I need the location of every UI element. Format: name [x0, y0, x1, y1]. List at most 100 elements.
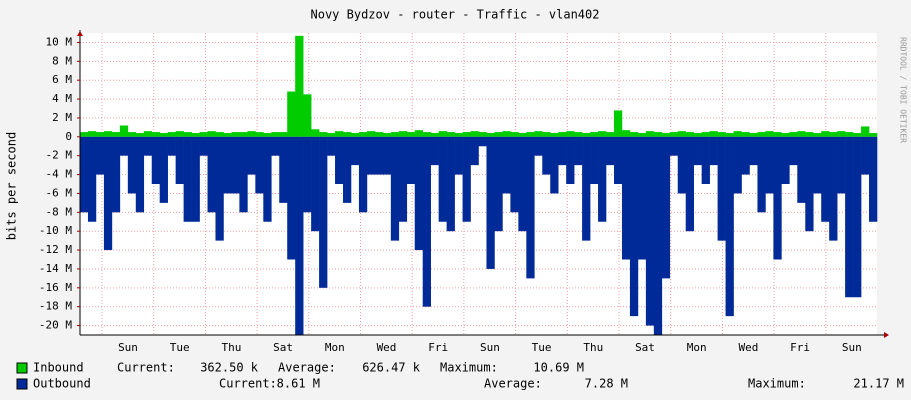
- bar: [159, 136, 168, 203]
- bar: [526, 132, 535, 137]
- bar: [853, 133, 862, 137]
- bar: [550, 136, 559, 194]
- bar: [191, 133, 200, 137]
- bar: [263, 136, 272, 222]
- x-tick-label: Wed: [377, 341, 397, 354]
- bar: [677, 131, 687, 137]
- bar: [358, 136, 368, 213]
- y-tick-label: -20 M: [39, 319, 72, 332]
- bar: [350, 136, 360, 166]
- chart-title: Novy Bydzov - router - Traffic - vlan402: [311, 8, 600, 22]
- legend-name: Inbound: [33, 361, 84, 375]
- bar: [773, 132, 782, 137]
- bar: [470, 131, 479, 137]
- bar: [749, 133, 758, 137]
- bar: [837, 136, 846, 194]
- bar: [390, 132, 400, 137]
- bar: [853, 136, 862, 298]
- bar: [175, 136, 184, 184]
- bar: [287, 136, 296, 260]
- bar: [374, 132, 384, 137]
- bar: [167, 136, 176, 156]
- bar: [239, 136, 248, 213]
- x-tick-label: Fri: [428, 341, 448, 354]
- bar: [279, 136, 288, 203]
- bar: [143, 136, 153, 156]
- bar: [311, 129, 320, 137]
- bar: [151, 136, 160, 184]
- legend-stat-label: Maximum:: [748, 377, 806, 391]
- bar: [765, 131, 774, 137]
- bar: [255, 132, 264, 137]
- bar: [438, 131, 447, 137]
- y-tick-label: 10 M: [46, 35, 73, 48]
- bar: [478, 136, 487, 147]
- bar: [327, 133, 336, 137]
- bar: [669, 136, 679, 156]
- bar: [574, 136, 583, 166]
- bar: [590, 136, 599, 184]
- x-axis-arrow: [884, 332, 889, 338]
- bar: [869, 133, 878, 137]
- bar: [327, 136, 336, 156]
- y-tick-label: 0: [65, 130, 72, 143]
- bar: [199, 136, 208, 156]
- bar: [717, 136, 726, 241]
- bar: [629, 132, 639, 137]
- bar: [693, 133, 702, 137]
- legend-stat-value: 362.50 k: [200, 361, 259, 375]
- bar: [406, 132, 416, 137]
- bar: [183, 132, 192, 137]
- bar: [558, 132, 567, 137]
- bar: [127, 132, 137, 137]
- bar: [861, 126, 870, 137]
- bar: [159, 133, 168, 137]
- bar: [223, 136, 232, 194]
- bar: [629, 136, 639, 317]
- y-tick-label: -4 M: [46, 168, 73, 181]
- bar: [494, 132, 503, 137]
- bar: [613, 136, 623, 184]
- bar: [414, 136, 424, 251]
- bar: [335, 131, 344, 137]
- bar: [462, 136, 471, 222]
- bar: [183, 136, 192, 222]
- bar: [207, 131, 216, 137]
- bar: [733, 131, 742, 137]
- bar: [127, 136, 137, 194]
- bar: [606, 136, 615, 166]
- bar: [725, 133, 734, 137]
- bar: [669, 132, 679, 137]
- bar: [247, 131, 256, 137]
- bar: [143, 131, 153, 137]
- bar: [829, 132, 838, 137]
- bar: [717, 132, 726, 137]
- bar: [119, 136, 129, 156]
- bar: [582, 133, 591, 137]
- bar: [175, 131, 184, 137]
- legend-stat-value: 626.47 k: [362, 361, 421, 375]
- bar: [438, 136, 447, 222]
- bar: [311, 136, 320, 232]
- bar: [135, 136, 145, 213]
- x-tick-label: Sun: [842, 341, 862, 354]
- y-tick-label: -2 M: [46, 149, 73, 162]
- bar: [821, 136, 830, 222]
- bar: [677, 136, 687, 194]
- legend-stat-value: 8.61 M: [277, 377, 320, 391]
- bar: [231, 132, 240, 137]
- bar: [319, 136, 328, 288]
- bar: [119, 125, 129, 137]
- bar: [303, 136, 312, 213]
- legend: Inbound Current: 362.50 k Average: 626.47 k M…: [16, 361, 904, 391]
- x-tick-label: Tue: [170, 341, 190, 354]
- bar: [797, 131, 806, 137]
- bar: [358, 132, 368, 137]
- bar: [398, 131, 408, 137]
- bar: [167, 132, 176, 137]
- bar: [111, 132, 121, 137]
- bar: [637, 133, 647, 137]
- bar: [550, 133, 559, 137]
- bar: [837, 131, 846, 137]
- bar: [478, 132, 487, 137]
